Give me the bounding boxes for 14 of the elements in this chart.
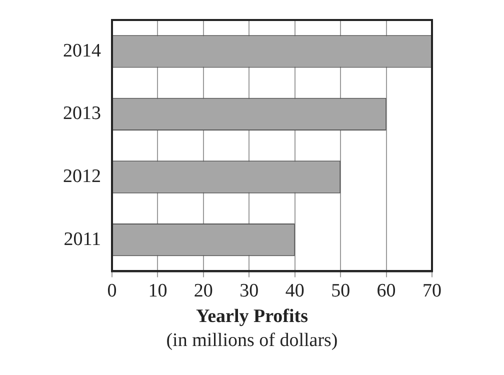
x-tick-label: 20	[194, 280, 213, 302]
y-tick-label: 2011	[64, 228, 101, 250]
x-tick-label: 10	[148, 280, 168, 302]
x-tick-label: 0	[107, 280, 117, 302]
y-tick-label: 2013	[63, 103, 101, 124]
y-tick-label: 2014	[63, 40, 102, 62]
x-tick-label: 70	[422, 280, 442, 302]
x-tick-label: 30	[240, 280, 259, 302]
x-tick-label: 60	[376, 280, 396, 302]
x-axis-title: Yearly Profits	[194, 306, 310, 328]
text: (in millions of dollars)	[165, 330, 339, 352]
x-tick-label: 40	[285, 280, 304, 302]
x-tick-label: 50	[331, 280, 350, 302]
y-tick-label: 2012	[63, 166, 101, 187]
